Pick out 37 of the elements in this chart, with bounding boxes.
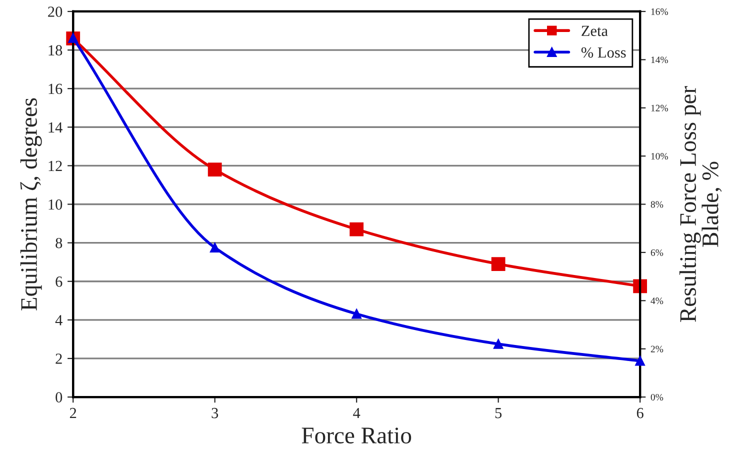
y-tick-label: 4 bbox=[55, 315, 62, 326]
legend-label: Zeta bbox=[582, 26, 608, 36]
point bbox=[210, 242, 220, 252]
point bbox=[491, 257, 506, 271]
y2-axis-title: Resulting Force Loss per Blade, % bbox=[679, 86, 722, 322]
x-tick-label: 6 bbox=[636, 408, 644, 418]
y-tick-label: 10 bbox=[48, 199, 62, 210]
y2-tick-label: 6% bbox=[650, 249, 664, 256]
y-tick-label: 8 bbox=[56, 238, 62, 248]
legend-label: % Loss bbox=[581, 47, 626, 58]
point bbox=[208, 162, 222, 176]
y-tick-label: 14 bbox=[48, 122, 62, 132]
y-tick-label: 20 bbox=[48, 6, 62, 17]
y-tick-label: 12 bbox=[48, 160, 62, 171]
y2-tick-label: 16% bbox=[651, 8, 668, 15]
x-tick-label: 2 bbox=[70, 408, 76, 418]
y-tick-label: 6 bbox=[56, 276, 62, 287]
y2-tick-label: 4% bbox=[650, 298, 664, 304]
y2-tick-label: 8% bbox=[650, 201, 664, 208]
y-tick-label: 0 bbox=[56, 392, 62, 402]
point bbox=[352, 309, 362, 319]
y2-tick-label: 0% bbox=[650, 394, 664, 401]
x-tick-label: 5 bbox=[495, 408, 502, 418]
point bbox=[493, 339, 504, 349]
y2-tick-label: 10% bbox=[651, 152, 668, 160]
point bbox=[350, 222, 364, 236]
y2-tick-label: 12% bbox=[651, 104, 668, 112]
y2-tick-label: 14% bbox=[651, 56, 668, 64]
point bbox=[635, 356, 645, 366]
y2-tick-label: 2% bbox=[650, 346, 664, 352]
y-tick-label: 18 bbox=[48, 45, 62, 56]
y-tick-label: 16 bbox=[48, 84, 62, 94]
x-tick-label: 3 bbox=[212, 408, 218, 418]
x-axis-title: Force Ratio bbox=[302, 428, 412, 444]
y-tick-label: 2 bbox=[56, 354, 62, 364]
y-axis-title: Equilibrium ζ, degrees bbox=[20, 98, 42, 310]
x-tick-label: 4 bbox=[353, 408, 360, 418]
